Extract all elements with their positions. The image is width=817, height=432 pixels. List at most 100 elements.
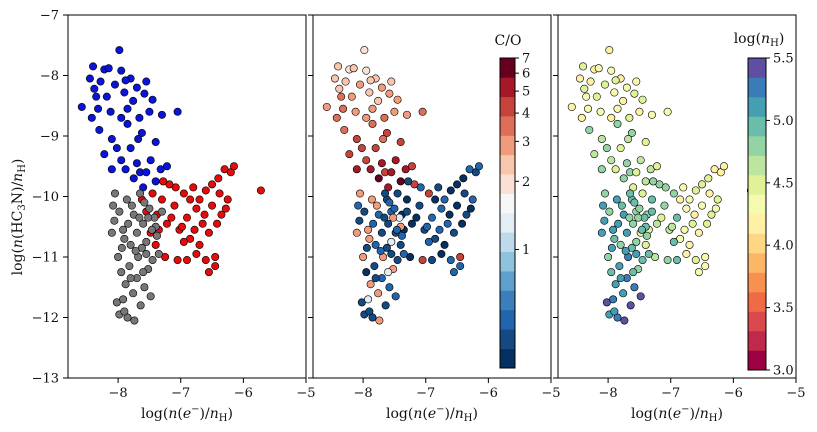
colorbar-nh-bin [748,272,766,293]
data-point [590,150,599,159]
data-point [466,204,475,213]
data-point [610,307,619,316]
data-point [610,88,619,97]
data-point [622,83,631,92]
data-point [129,174,138,183]
data-point [211,253,220,262]
data-point [682,204,691,213]
data-point [619,96,628,105]
colorbar-co-bin [500,96,515,117]
data-point [201,256,210,265]
data-point [599,201,608,210]
colorbar-co-frame [499,57,516,369]
colorbar-nh-tick-label: 5.5 [773,52,794,67]
data-point [694,268,703,277]
data-point [632,249,641,258]
data-point [418,256,427,265]
colorbar-co-bin [500,58,515,78]
colorbar-co-bin [500,213,515,233]
data-point [680,225,689,234]
data-point [685,240,694,249]
data-point [634,213,643,222]
data-point [173,256,182,265]
data-point [183,256,192,265]
data-point [109,201,118,210]
data-point [380,213,389,222]
data-point [115,207,124,216]
data-point [151,177,160,186]
data-point [119,295,128,304]
data-point [641,177,650,186]
colorbar-co-tick-label: 2 [522,175,530,190]
data-point [626,301,635,310]
data-point [632,168,641,177]
data-point [701,253,710,262]
data-point [600,80,609,89]
x-axis-label: log(n(e−)/nH) [631,404,723,424]
data-point [204,268,213,277]
data-point [179,237,188,246]
data-point [703,219,712,228]
data-point [123,104,132,113]
colorbar-nh-frame [747,57,767,371]
data-point [663,107,672,116]
data-point [364,225,373,234]
panel-left: −8 −7 −6 −5 −13 −12 −11 −10 −9 −8 −7 log(n(e−)/nH) [32,9,316,425]
colorbar-nh-tick-label: 4.0 [773,239,794,254]
colorbar-nh-bin [748,194,766,215]
data-point [437,204,446,213]
data-point [146,156,155,165]
data-point [351,107,360,116]
data-point [136,189,145,198]
data-point [121,76,130,85]
data-point [453,180,462,189]
data-point [365,88,374,97]
data-point [200,210,209,219]
data-point [459,174,468,183]
data-point [605,46,614,55]
data-point [396,240,405,249]
data-point [580,84,589,93]
data-point [698,180,707,189]
data-point [626,189,635,198]
colorbar-co-bin [500,348,515,369]
data-point [385,283,394,292]
data-point [144,213,153,222]
data-point [364,295,373,304]
colorbar-nh-bin [748,214,766,234]
data-point [371,144,380,153]
colorbar-nh: 3.0 3.5 4.0 4.5 5.0 5.5 [747,52,794,379]
data-point [607,156,616,165]
x-tick-label: −6 [724,386,743,401]
data-point [374,174,383,183]
data-point [672,213,681,222]
colorbar-nh-tick-label: 3.5 [773,301,794,316]
data-point [449,268,458,277]
data-point [652,162,661,171]
data-point [152,231,161,240]
data-point [602,144,611,153]
data-point [688,219,697,228]
data-point [393,256,402,265]
data-point [195,240,204,249]
data-point [136,301,145,310]
data-point [597,165,606,174]
colorbar-co-bin [500,232,515,253]
data-point [377,228,386,237]
data-point [117,268,126,277]
data-point [707,210,716,219]
data-point [647,207,656,216]
data-point [614,219,623,228]
data-point [621,246,630,255]
data-point [431,195,440,204]
data-point [126,144,135,153]
data-point [92,92,101,101]
data-point [112,144,121,153]
data-point [612,195,621,204]
x-tick-label: −6 [234,386,253,401]
data-point [355,189,364,198]
y-tick-label: −11 [32,251,59,266]
data-point [701,262,710,271]
colorbar-nh-bin [748,155,766,176]
data-point [622,159,631,168]
